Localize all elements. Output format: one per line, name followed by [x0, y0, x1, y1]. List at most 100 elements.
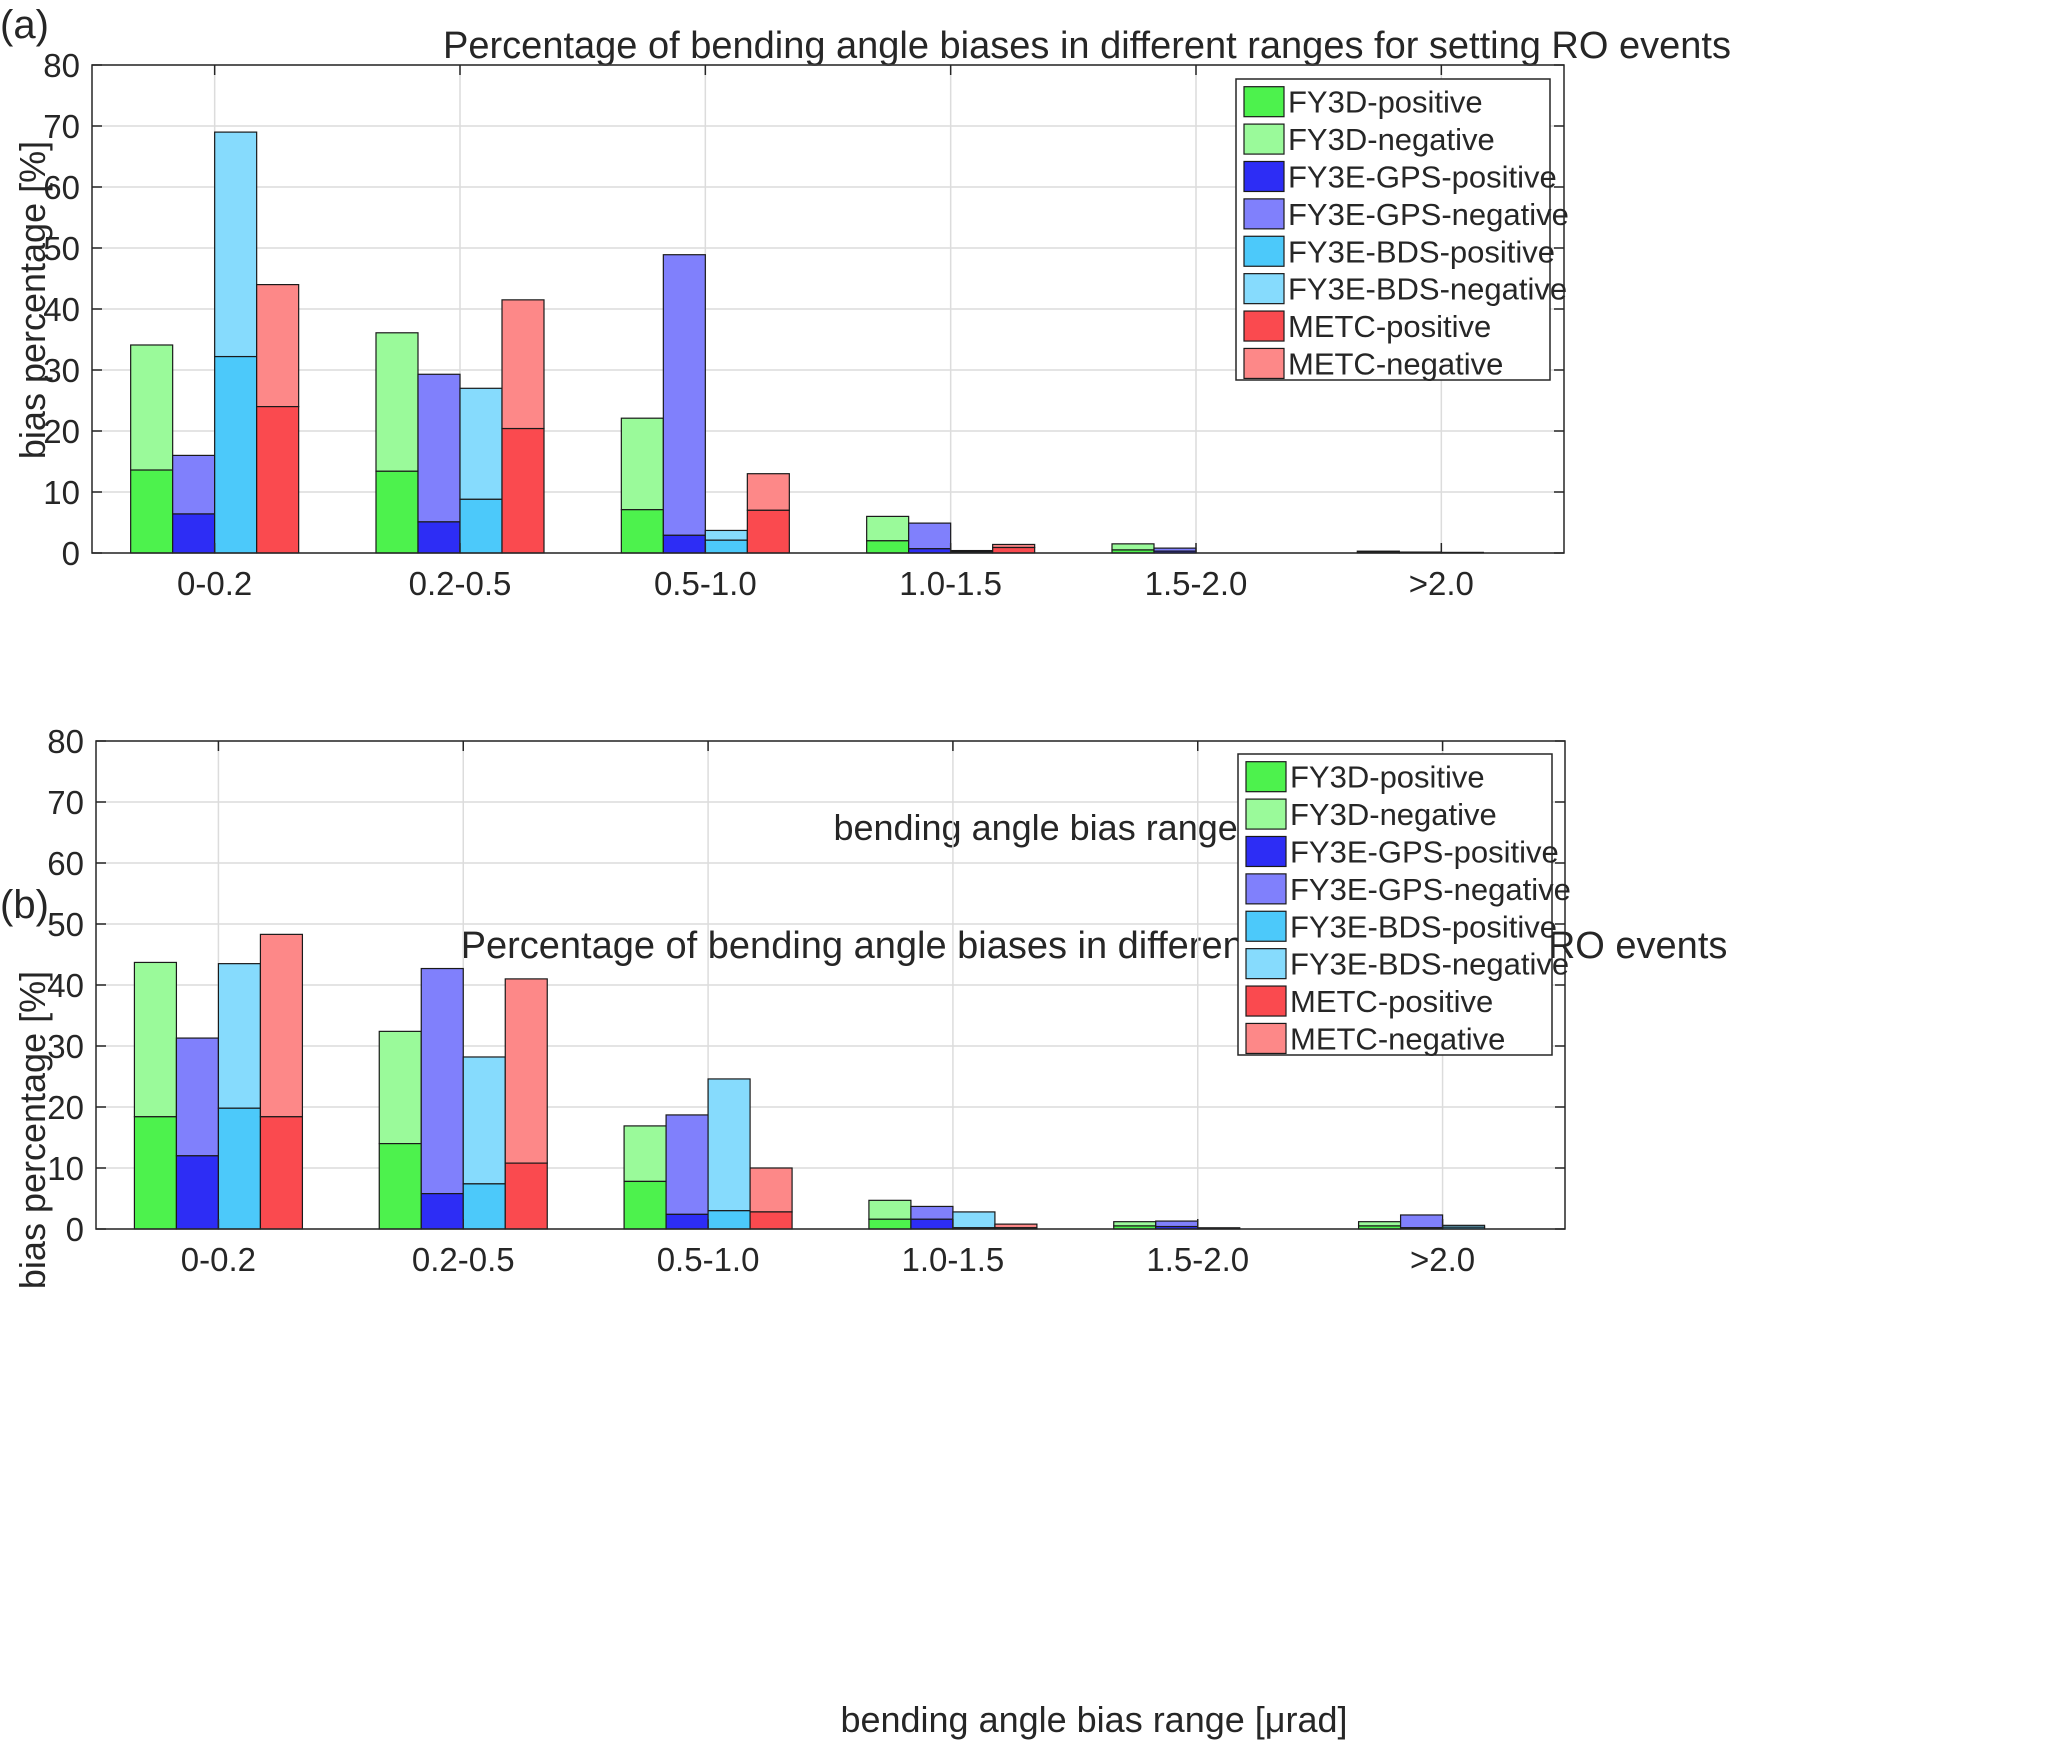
panel-label-a: (a): [0, 3, 49, 47]
legend-label-fy3e-gps-negative: FY3E-GPS-negative: [1290, 872, 1571, 907]
bar-fy3d-negative-1: [375, 332, 419, 472]
legend-swatch-fy3e-gps-positive: [1245, 835, 1287, 868]
x-tick-label: 1.0-1.5: [899, 565, 1002, 602]
y-tick-label: 30: [43, 352, 80, 389]
x-tick-label: >2.0: [1410, 1241, 1475, 1278]
chart-title-a: Percentage of bending angle biases in di…: [443, 25, 1731, 67]
bar-fy3e-bds-positive-2: [707, 1210, 751, 1230]
bar-fy3e-gps-positive-2: [665, 1213, 709, 1230]
bar-metc-negative-1: [504, 978, 548, 1164]
y-tick-label: 40: [43, 291, 80, 328]
x-tick-label: 0-0.2: [181, 1241, 256, 1278]
bar-fy3e-gps-positive-2: [662, 534, 706, 554]
legend-label-fy3e-bds-positive: FY3E-BDS-positive: [1290, 909, 1557, 944]
legend-swatch-fy3d-negative: [1245, 798, 1287, 830]
bar-metc-positive-0: [256, 406, 300, 554]
bar-metc-negative-0: [259, 933, 304, 1118]
x-tick-label: 0.2-0.5: [409, 565, 512, 602]
legend-label-fy3d-positive: FY3D-positive: [1290, 760, 1485, 795]
bar-metc-positive-1: [501, 427, 545, 554]
legend-label-fy3e-gps-positive: FY3E-GPS-positive: [1288, 159, 1557, 194]
legend-swatch-fy3e-gps-positive: [1243, 160, 1285, 193]
y-tick-label: 0: [66, 1211, 84, 1248]
x-axis-label-b: bending angle bias range [μrad]: [840, 1699, 1347, 1740]
bar-fy3e-bds-negative-2: [704, 529, 748, 541]
panel-b: (b) Percentage of bending angle biases i…: [0, 723, 1727, 1740]
bar-fy3e-gps-negative-2: [662, 254, 706, 536]
bar-metc-positive-2: [749, 1211, 793, 1230]
bar-fy3d-negative-0: [130, 344, 174, 471]
y-tick-label: 20: [47, 1089, 84, 1126]
y-axis-label-a: bias percentage [%]: [12, 141, 53, 459]
legend-swatch-fy3d-positive: [1243, 86, 1285, 118]
x-tick-label: 1.0-1.5: [902, 1241, 1005, 1278]
bar-fy3e-bds-negative-2: [707, 1078, 751, 1212]
bar-fy3e-gps-positive-3: [910, 1218, 954, 1230]
bar-fy3e-gps-positive-1: [420, 1193, 464, 1230]
bar-metc-positive-0: [259, 1116, 304, 1230]
bar-fy3e-gps-negative-2: [665, 1114, 709, 1215]
y-tick-label: 60: [43, 169, 80, 206]
x-tick-label: 0.2-0.5: [412, 1241, 515, 1278]
x-tick-label: 0-0.2: [177, 565, 252, 602]
legend-swatch-fy3e-bds-negative: [1245, 948, 1287, 980]
bar-fy3d-positive-2: [623, 1180, 667, 1230]
x-tick-label: 1.5-2.0: [1146, 1241, 1249, 1278]
y-tick-label: 80: [43, 47, 80, 84]
bar-fy3e-bds-positive-0: [214, 355, 258, 554]
bar-metc-negative-0: [256, 284, 300, 408]
legend-label-metc-positive: METC-positive: [1288, 309, 1491, 344]
bar-fy3e-gps-negative-3: [908, 522, 952, 550]
legend-swatch-fy3d-positive: [1245, 761, 1287, 793]
bar-fy3e-gps-negative-3: [910, 1205, 954, 1220]
legend-box: [1237, 753, 1553, 1056]
bar-metc-positive-1: [504, 1162, 548, 1230]
panel-a: (a) Percentage of bending angle biases i…: [0, 3, 1731, 848]
bar-fy3e-gps-positive-0: [175, 1155, 220, 1230]
bar-fy3e-gps-negative-4: [1155, 1220, 1199, 1228]
legend-swatch-fy3d-negative: [1243, 123, 1285, 155]
x-tick-label: >2.0: [1409, 565, 1474, 602]
ticks-b: 0 10 20 30 40 50 60 70 80 0-0.2 0.2-0.5 0.5-1.0 1.0-…: [47, 723, 1565, 1278]
bar-fy3e-gps-negative-0: [172, 454, 216, 515]
bar-fy3e-gps-positive-1: [417, 521, 461, 554]
legend-label-fy3d-positive: FY3D-positive: [1288, 85, 1483, 120]
bar-fy3e-bds-negative-0: [214, 131, 258, 358]
legend-swatch-metc-negative: [1245, 1022, 1287, 1055]
y-tick-label: 80: [47, 723, 84, 760]
y-tick-label: 10: [43, 474, 80, 511]
bar-fy3d-positive-0: [130, 469, 174, 554]
bar-fy3e-bds-positive-2: [704, 539, 748, 554]
legend-label-fy3e-bds-negative: FY3E-BDS-negative: [1288, 272, 1567, 307]
y-tick-label: 50: [47, 906, 84, 943]
x-tick-label: 1.5-2.0: [1145, 565, 1248, 602]
bar-fy3e-bds-negative-3: [952, 1211, 996, 1229]
y-tick-label: 30: [47, 1028, 84, 1065]
legend-label-metc-positive: METC-positive: [1290, 984, 1493, 1019]
x-tick-label: 0.5-1.0: [654, 565, 757, 602]
y-tick-label: 50: [43, 230, 80, 267]
legend-label-fy3e-gps-positive: FY3E-GPS-positive: [1290, 834, 1559, 869]
bar-fy3d-positive-0: [133, 1116, 178, 1230]
legend-box: [1235, 78, 1551, 381]
legend-swatch-metc-negative: [1243, 347, 1285, 380]
legend-label-fy3e-gps-negative: FY3E-GPS-negative: [1288, 197, 1569, 232]
bar-fy3e-bds-negative-1: [462, 1056, 506, 1185]
bar-fy3d-negative-0: [133, 961, 178, 1118]
bar-metc-negative-1: [501, 299, 545, 430]
bar-fy3e-gps-negative-1: [417, 373, 461, 523]
bar-fy3d-negative-5: [1357, 1221, 1402, 1227]
y-tick-label: 40: [47, 967, 84, 1004]
bar-fy3d-negative-2: [620, 417, 664, 511]
ticks-a: 0 10 20 30 40 50 60 70 80 0-0.2 0.2-0.5 0.5-1.0 1.0-…: [43, 47, 1564, 602]
legend-swatch-fy3e-bds-positive: [1245, 910, 1287, 942]
y-tick-label: 0: [62, 535, 80, 572]
bar-fy3e-bds-negative-1: [459, 387, 503, 500]
legend-label-metc-negative: METC-negative: [1290, 1021, 1505, 1056]
legend-label-fy3d-negative: FY3D-negative: [1290, 797, 1497, 832]
y-tick-label: 70: [47, 784, 84, 821]
y-tick-label: 20: [43, 413, 80, 450]
bar-fy3e-bds-positive-1: [462, 1183, 506, 1230]
legend-label-metc-negative: METC-negative: [1288, 346, 1503, 381]
bar-fy3d-negative-3: [866, 515, 910, 542]
